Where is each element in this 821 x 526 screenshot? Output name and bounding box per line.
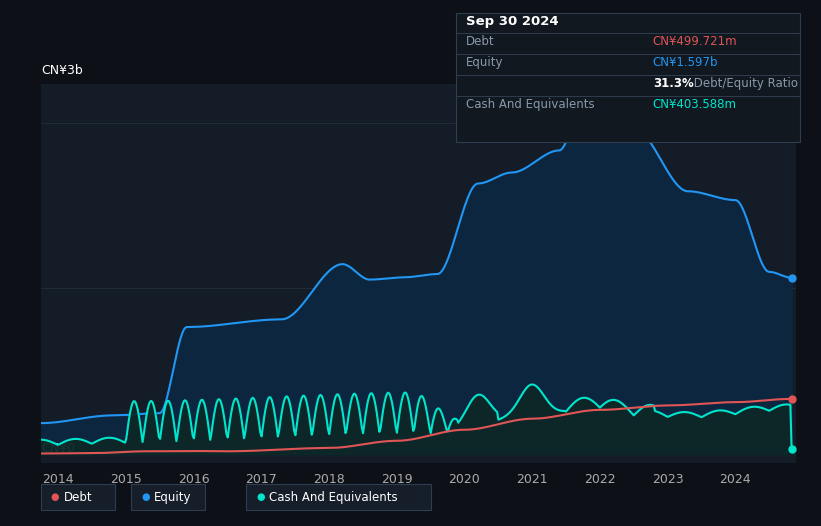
Text: Debt/Equity Ratio: Debt/Equity Ratio xyxy=(690,77,798,90)
Text: Cash And Equivalents: Cash And Equivalents xyxy=(269,491,398,503)
Text: CN¥0: CN¥0 xyxy=(41,442,75,456)
Text: CN¥403.588m: CN¥403.588m xyxy=(653,98,736,111)
Text: Sep 30 2024: Sep 30 2024 xyxy=(466,15,558,28)
Text: Equity: Equity xyxy=(466,56,503,69)
Text: ●: ● xyxy=(256,492,264,502)
Text: ●: ● xyxy=(51,492,59,502)
Text: Equity: Equity xyxy=(154,491,192,503)
Text: ●: ● xyxy=(141,492,149,502)
Text: 31.3%: 31.3% xyxy=(653,77,694,90)
Text: Debt: Debt xyxy=(466,35,494,48)
Text: Cash And Equivalents: Cash And Equivalents xyxy=(466,98,594,111)
Text: CN¥1.597b: CN¥1.597b xyxy=(653,56,718,69)
Text: CN¥499.721m: CN¥499.721m xyxy=(653,35,737,48)
Text: Debt: Debt xyxy=(64,491,93,503)
Text: CN¥3b: CN¥3b xyxy=(41,64,83,77)
